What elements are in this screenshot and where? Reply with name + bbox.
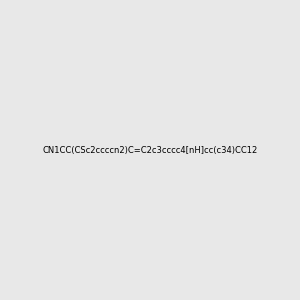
- Text: CN1CC(CSc2ccccn2)C=C2c3cccc4[nH]cc(c34)CC12: CN1CC(CSc2ccccn2)C=C2c3cccc4[nH]cc(c34)C…: [42, 146, 258, 154]
